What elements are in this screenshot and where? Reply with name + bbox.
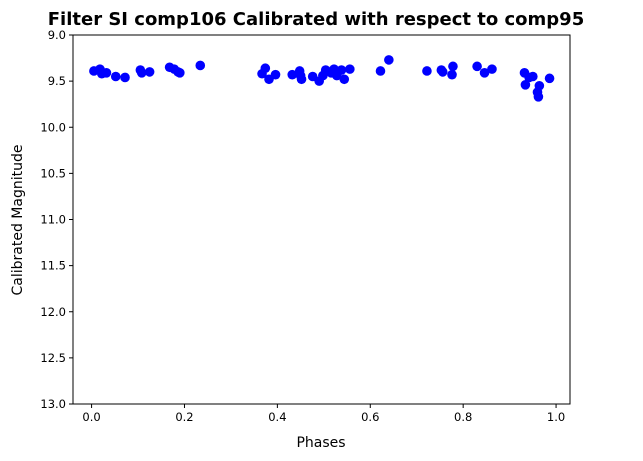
y-tick-label-4: 11.0 bbox=[40, 213, 66, 227]
data-point-0-48 bbox=[534, 80, 545, 91]
y-tick-label-5: 11.5 bbox=[40, 259, 66, 273]
data-point-0-29 bbox=[336, 65, 347, 75]
data-point-0-7 bbox=[136, 68, 147, 78]
data-point-0-32 bbox=[375, 66, 386, 76]
data-point-0-39 bbox=[472, 61, 482, 72]
x-axis-ticks: 0.0 0.2 0.4 0.6 0.8 1.0 bbox=[82, 404, 565, 424]
data-points bbox=[89, 55, 555, 102]
data-point-0-12 bbox=[175, 68, 185, 78]
x-tick-label-4: 0.8 bbox=[454, 410, 472, 424]
y-tick-label-3: 10.5 bbox=[40, 166, 66, 180]
data-point-0-36 bbox=[437, 67, 448, 77]
data-point-0-45 bbox=[528, 71, 538, 82]
data-point-0-18 bbox=[287, 69, 298, 80]
plot-frame bbox=[72, 34, 571, 405]
y-tick-label-2: 10.0 bbox=[40, 120, 66, 134]
data-point-0-8 bbox=[144, 67, 155, 77]
y-axis-label: Calibrated Magnitude bbox=[10, 145, 26, 296]
data-point-0-3 bbox=[101, 68, 112, 78]
data-point-0-5 bbox=[120, 72, 130, 83]
y-tick-label-6: 12.0 bbox=[40, 305, 66, 319]
data-point-0-4 bbox=[110, 71, 121, 82]
data-point-0-37 bbox=[447, 69, 457, 80]
x-tick-label-0: 0.0 bbox=[82, 410, 100, 424]
data-point-0-31 bbox=[345, 64, 355, 74]
y-tick-label-7: 12.5 bbox=[40, 351, 66, 365]
y-axis-ticks: 9.0 9.5 10.0 10.5 11.0 11.5 12.0 12.5 13.0 bbox=[40, 28, 73, 411]
x-tick-label-1: 0.2 bbox=[175, 410, 193, 424]
data-point-0-15 bbox=[260, 63, 271, 74]
data-point-0-30 bbox=[339, 74, 350, 85]
data-point-0-41 bbox=[487, 64, 497, 74]
y-tick-label-0: 9.0 bbox=[48, 28, 66, 42]
x-tick-label-5: 1.0 bbox=[547, 410, 565, 424]
y-tick-label-1: 9.5 bbox=[48, 74, 66, 88]
chart-title: Filter SI comp106 Calibrated with respec… bbox=[48, 9, 584, 30]
data-point-0-33 bbox=[384, 55, 394, 65]
data-point-0-40 bbox=[479, 68, 490, 78]
x-tick-label-3: 0.6 bbox=[361, 410, 379, 424]
data-point-0-21 bbox=[296, 74, 307, 85]
data-point-0-47 bbox=[533, 92, 544, 102]
data-point-0-17 bbox=[270, 69, 281, 80]
x-axis-label: Phases bbox=[296, 435, 345, 451]
y-tick-label-8: 13.0 bbox=[40, 397, 66, 411]
x-tick-label-2: 0.4 bbox=[268, 410, 286, 424]
data-point-0-49 bbox=[544, 73, 555, 84]
data-point-0-43 bbox=[520, 80, 531, 90]
data-point-0-38 bbox=[448, 61, 458, 72]
data-point-0-13 bbox=[195, 60, 206, 71]
data-point-0-34 bbox=[422, 66, 432, 76]
